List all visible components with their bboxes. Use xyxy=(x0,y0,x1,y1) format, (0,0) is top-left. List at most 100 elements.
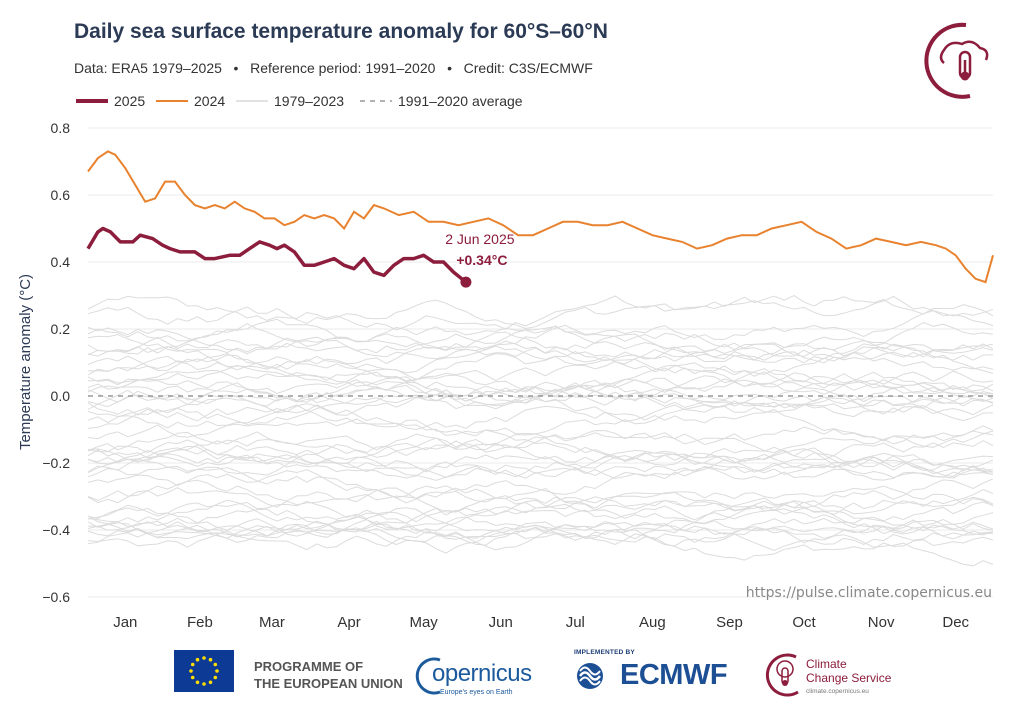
historical-line xyxy=(87,524,994,561)
chart-title: Daily sea surface temperature anomaly fo… xyxy=(74,20,608,43)
copernicus-logo xyxy=(415,657,441,695)
x-tick-label: Sep xyxy=(716,614,743,631)
x-tick-label: Jun xyxy=(489,614,513,631)
historical-line xyxy=(87,447,994,480)
y-tick-label: 0.8 xyxy=(51,120,71,136)
historical-line xyxy=(87,393,994,437)
eu-star xyxy=(195,680,200,685)
y-tick-label: −0.6 xyxy=(42,589,70,605)
historical-line xyxy=(87,352,994,383)
historical-line xyxy=(87,430,994,476)
y-tick-label: 0.6 xyxy=(51,187,71,203)
eu-star xyxy=(213,675,218,680)
eu-flag-logo xyxy=(174,650,234,692)
historical-line xyxy=(87,466,994,499)
historical-line xyxy=(87,496,994,540)
x-tick-label: Jul xyxy=(566,614,585,631)
climate-change-service-header-logo xyxy=(924,22,989,99)
historical-line xyxy=(87,325,994,359)
eu-programme-text: PROGRAMME OF THE EUROPEAN UNION xyxy=(254,658,403,692)
eu-star xyxy=(202,682,206,686)
historical-line xyxy=(87,485,994,509)
climate-change-service-footer-logo xyxy=(765,653,799,697)
x-tick-label: Nov xyxy=(868,614,895,631)
historical-line xyxy=(87,449,994,478)
historical-lines-1979-2023 xyxy=(87,295,994,567)
historical-line xyxy=(87,368,993,402)
x-tick-label: Aug xyxy=(639,614,666,631)
y-tick-label: 0.4 xyxy=(51,254,71,270)
eu-star xyxy=(208,680,213,685)
historical-line xyxy=(87,318,994,361)
legend-label-history: 1979–2023 xyxy=(274,93,344,109)
x-tick-label: Oct xyxy=(792,614,816,631)
legend-label-average: 1991–2020 average xyxy=(398,93,523,109)
historical-line xyxy=(87,505,994,540)
c3s-url: climate.copernicus.eu xyxy=(806,688,869,695)
x-tick-label: Jan xyxy=(113,614,137,631)
y-tick-label: −0.4 xyxy=(42,522,70,538)
x-axis-ticks: Jan Feb Mar Apr May Jun Jul Aug Sep Oct Nov Dec xyxy=(113,614,969,631)
y-tick-label: −0.2 xyxy=(42,455,70,471)
subtitle-bullet: • xyxy=(225,60,247,76)
historical-line xyxy=(87,336,994,362)
historical-line xyxy=(87,369,994,410)
ecmwf-wordmark: ECMWF xyxy=(620,659,728,691)
historical-line xyxy=(87,445,994,478)
historical-line xyxy=(87,512,994,551)
annotation-date: 2 Jun 2025 xyxy=(445,231,514,247)
x-tick-label: Apr xyxy=(337,614,360,631)
x-tick-label: Feb xyxy=(187,614,213,631)
y-tick-label: 0.2 xyxy=(51,321,71,337)
y-axis-label: Temperature anomaly (°C) xyxy=(17,274,34,450)
c3s-line-2: Change Service xyxy=(806,671,892,685)
copernicus-tagline: Europe's eyes on Earth xyxy=(440,689,513,696)
ecmwf-logo xyxy=(577,663,603,689)
eu-star xyxy=(195,657,200,662)
historical-line xyxy=(87,321,994,364)
historical-line xyxy=(87,396,994,445)
historical-line xyxy=(87,426,994,458)
eu-line-2: THE EUROPEAN UNION xyxy=(254,676,403,691)
x-tick-label: May xyxy=(409,614,438,631)
historical-line xyxy=(87,487,994,534)
c3s-text: Climate Change Service xyxy=(806,657,891,685)
eu-star xyxy=(189,669,193,673)
y-tick-label: 0.0 xyxy=(51,388,71,404)
historical-line xyxy=(87,521,994,567)
historical-line xyxy=(87,380,994,410)
historical-line xyxy=(87,310,994,351)
legend-label-2025: 2025 xyxy=(114,93,145,109)
eu-star xyxy=(215,669,219,673)
historical-line xyxy=(87,501,994,546)
legend: 2025 2024 1979–2023 1991–2020 average xyxy=(76,93,523,109)
chart-subtitle: Data: ERA5 1979–2025 • Reference period:… xyxy=(74,60,593,76)
eu-line-1: PROGRAMME OF xyxy=(254,659,364,674)
eu-star xyxy=(213,662,218,667)
historical-line xyxy=(87,295,994,331)
historical-line xyxy=(87,504,994,551)
historical-line xyxy=(87,479,994,515)
eu-star xyxy=(208,657,213,662)
historical-line xyxy=(87,431,994,471)
series-line-2025 xyxy=(86,226,467,284)
x-tick-label: Mar xyxy=(259,614,285,631)
historical-line xyxy=(87,295,994,330)
historical-line xyxy=(87,343,994,374)
legend-label-2024: 2024 xyxy=(194,93,225,109)
implemented-by-text: IMPLEMENTED BY xyxy=(574,649,635,656)
subtitle-reference: Reference period: 1991–2020 xyxy=(250,60,436,76)
copernicus-wordmark: opernicus xyxy=(432,660,532,687)
subtitle-bullet: • xyxy=(439,60,460,76)
annotation-value: +0.34°C xyxy=(456,252,507,268)
x-tick-label: Dec xyxy=(942,614,969,631)
c3s-line-1: Climate xyxy=(806,657,847,671)
latest-point-marker xyxy=(460,276,472,288)
historical-line xyxy=(87,469,994,509)
subtitle-data: Data: ERA5 1979–2025 xyxy=(74,60,222,76)
eu-star xyxy=(190,675,195,680)
historical-line xyxy=(87,431,994,472)
source-url: https://pulse.climate.copernicus.eu xyxy=(746,585,992,601)
historical-line xyxy=(87,354,994,392)
